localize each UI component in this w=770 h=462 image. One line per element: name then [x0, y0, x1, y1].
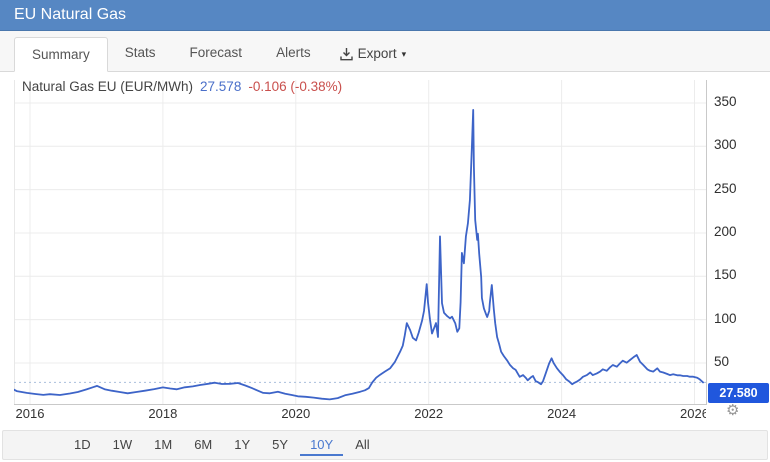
- y-axis-label: 100: [714, 310, 737, 326]
- page-title: EU Natural Gas: [14, 6, 127, 23]
- x-axis-label: 2020: [281, 406, 311, 421]
- y-axis-label: 50: [714, 353, 730, 369]
- range-button-1w[interactable]: 1W: [112, 437, 133, 452]
- caret-down-icon: ▾: [401, 49, 407, 59]
- gear-icon[interactable]: ⚙: [726, 401, 740, 419]
- current-price-badge: 27.580: [708, 383, 769, 403]
- y-axis-label: 150: [714, 267, 737, 283]
- y-axis-label: 250: [714, 180, 737, 196]
- range-button-1y[interactable]: 1Y: [234, 437, 251, 452]
- last-price: 27.578: [200, 79, 242, 94]
- app-header: EU Natural Gas: [0, 0, 770, 31]
- y-axis-labels: 50 100 150 200 250 300 350: [707, 80, 770, 405]
- range-button-10y[interactable]: 10Y: [300, 434, 344, 456]
- tab-summary[interactable]: Summary: [14, 37, 108, 72]
- price-chart[interactable]: [14, 80, 707, 405]
- tab-bar: Summary Stats Forecast Alerts Export ▾: [0, 31, 770, 72]
- price-line: [14, 109, 704, 401]
- x-axis-label: 2022: [414, 406, 444, 421]
- tab-alerts[interactable]: Alerts: [276, 45, 311, 60]
- x-axis-label: 2024: [547, 406, 577, 421]
- range-button-6m[interactable]: 6M: [194, 437, 213, 452]
- y-axis-label: 350: [714, 93, 737, 109]
- range-bar: 1D 1W 1M 6M 1Y 5Y 10Y All: [2, 430, 768, 460]
- download-icon: [339, 47, 353, 60]
- range-button-1d[interactable]: 1D: [74, 437, 91, 452]
- y-axis-label: 200: [714, 223, 737, 239]
- tab-stats[interactable]: Stats: [124, 45, 156, 60]
- range-button-1m[interactable]: 1M: [154, 437, 173, 452]
- tab-forecast[interactable]: Forecast: [189, 45, 243, 60]
- x-axis-label: 2018: [148, 406, 178, 421]
- export-button[interactable]: Export ▾: [328, 36, 419, 71]
- x-axis-label: 2026: [680, 406, 706, 421]
- x-axis-labels: 2016 2018 2020 2022 2024 2026: [14, 406, 706, 424]
- range-button-5y[interactable]: 5Y: [272, 437, 289, 452]
- y-axis-label: 300: [714, 137, 737, 153]
- price-change: -0.106 (-0.38%): [248, 79, 343, 94]
- tabs-container: Summary Stats Forecast Alerts: [14, 36, 328, 72]
- quote-row: Natural Gas EU (EUR/MWh) 27.578 -0.106 (…: [22, 79, 342, 94]
- export-label: Export: [357, 46, 397, 61]
- instrument-name: Natural Gas EU (EUR/MWh): [22, 79, 194, 94]
- x-axis-label: 2016: [15, 406, 45, 421]
- range-button-all[interactable]: All: [355, 437, 370, 452]
